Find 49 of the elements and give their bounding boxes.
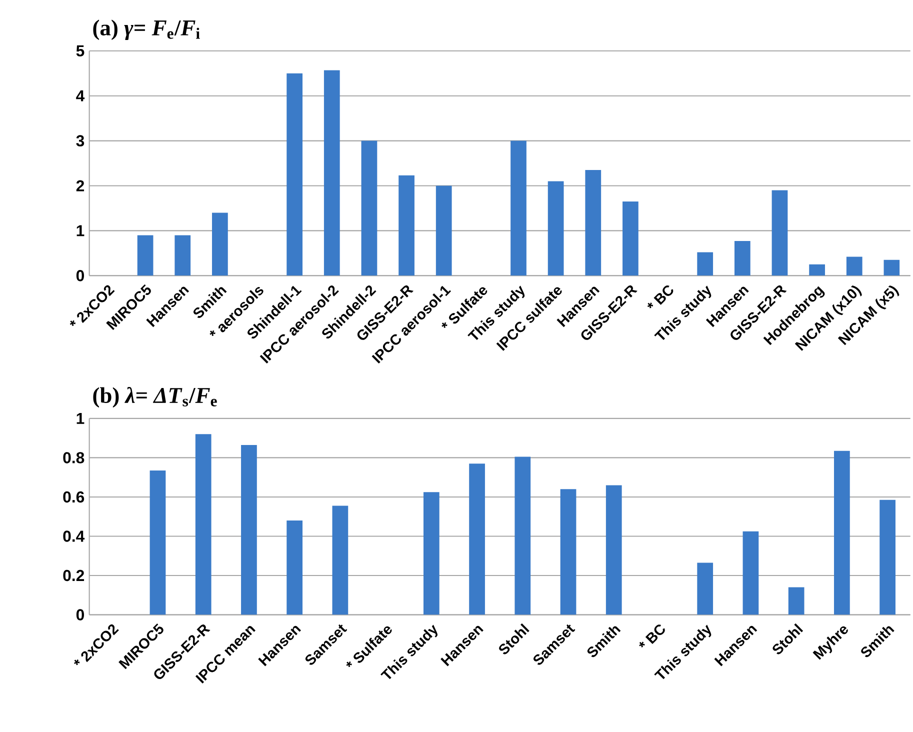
y-tick-label: 2: [76, 180, 84, 192]
y-tick-label: 5: [76, 45, 84, 57]
bar: [585, 170, 602, 276]
bar: [884, 260, 900, 276]
y-tick-label: 0: [76, 609, 84, 620]
bar: [560, 489, 576, 615]
bar: [174, 235, 191, 276]
bar: [510, 140, 526, 276]
bar: [742, 531, 759, 615]
bar: [788, 587, 804, 615]
bar: [286, 520, 303, 615]
y-tick-label: 1: [76, 413, 84, 424]
bar: [436, 186, 452, 276]
y-tick-label: 0.6: [63, 491, 84, 503]
bar: [469, 464, 485, 615]
bar: [846, 256, 862, 276]
bar: [241, 445, 257, 615]
bar: [332, 506, 348, 615]
bar: [137, 235, 154, 276]
y-tick-label: 1: [76, 225, 84, 236]
bar: [697, 252, 714, 276]
bar: [834, 450, 850, 615]
chart-title: (a) γ= F$_{e}$/F$_{i}$: [93, 20, 200, 40]
bar: [195, 434, 212, 615]
bar: [514, 456, 531, 615]
bar: [772, 190, 788, 276]
bar: [809, 264, 825, 276]
bar: [361, 140, 378, 276]
bar: [622, 202, 638, 276]
bar: [324, 70, 340, 276]
bar: [212, 212, 228, 276]
chart-title: (b) λ= ΔT$_{s}$/F$_{e}$: [93, 387, 217, 408]
y-tick-label: 0: [76, 270, 84, 282]
x-tick-label: * BC: [647, 286, 674, 308]
bar: [150, 470, 166, 615]
bar: [697, 562, 714, 615]
bar: [286, 73, 303, 276]
y-tick-label: 3: [76, 135, 84, 147]
x-tick-label: * BC: [639, 624, 665, 648]
y-tick-label: 0.8: [63, 452, 84, 464]
bar: [880, 500, 896, 615]
y-tick-label: 0.4: [63, 530, 85, 542]
bar: [548, 181, 564, 276]
bar: [398, 176, 414, 276]
y-tick-label: 0.2: [63, 570, 84, 582]
y-tick-label: 4: [76, 90, 85, 102]
bar: [734, 241, 750, 276]
bar: [606, 485, 622, 615]
bar: [423, 492, 440, 615]
